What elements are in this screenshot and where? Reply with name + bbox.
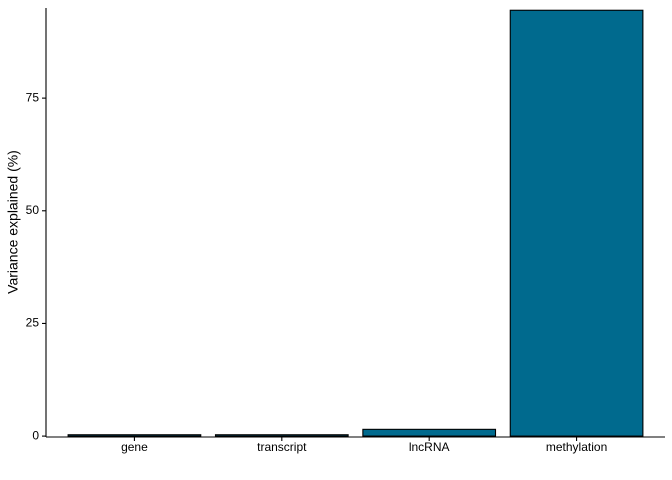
- y-tick-label: 75: [26, 90, 40, 104]
- x-tick-label: gene: [121, 440, 148, 454]
- x-tick-label: lncRNA: [409, 440, 450, 454]
- x-tick-label: transcript: [257, 440, 307, 454]
- bar: [362, 428, 497, 437]
- y-tick-label: 0: [32, 428, 39, 442]
- bar: [214, 434, 349, 437]
- y-tick-label: 50: [26, 203, 40, 217]
- bar: [67, 434, 202, 437]
- y-tick-label: 25: [26, 316, 40, 330]
- bar: [509, 9, 644, 437]
- x-tick-label: methylation: [546, 440, 607, 454]
- y-axis-label: Variance explained (%): [5, 150, 21, 294]
